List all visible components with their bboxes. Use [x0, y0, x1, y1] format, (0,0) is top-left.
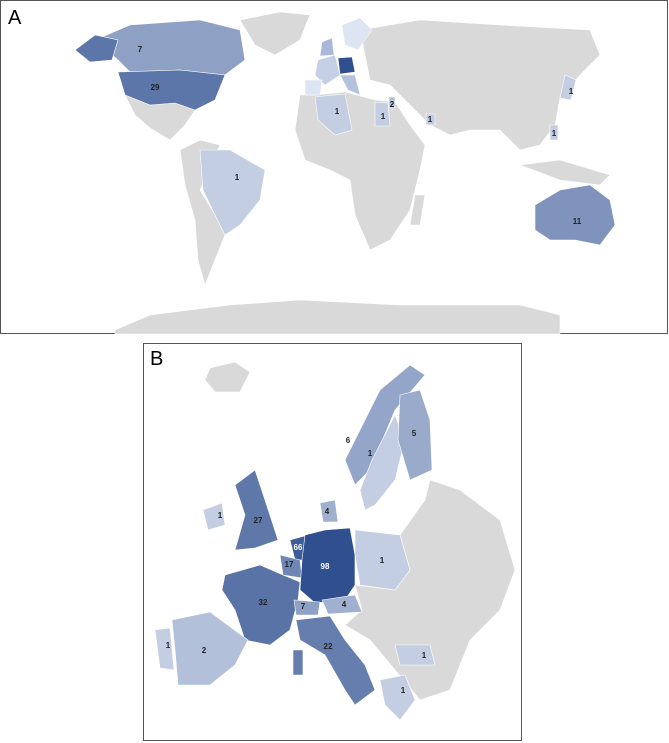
germany-shape	[337, 56, 356, 75]
region-value: 1	[235, 173, 240, 182]
scandinavia-shape	[341, 17, 373, 51]
region	[374, 101, 391, 127]
region-value: 1	[166, 641, 171, 650]
region	[154, 627, 175, 671]
region	[94, 19, 246, 76]
region-value: 98	[321, 562, 330, 571]
region-value: 17	[285, 560, 294, 569]
madagascar	[409, 194, 426, 226]
panel-label: B	[150, 348, 163, 370]
europe-landmass	[204, 361, 516, 701]
region-value: 4	[325, 507, 330, 516]
south-america	[179, 139, 226, 286]
region-value: 1	[428, 115, 433, 124]
france-shape	[314, 54, 341, 86]
world-landmass	[114, 11, 611, 335]
europe-overview	[304, 17, 373, 96]
region-value: 32	[259, 598, 268, 607]
region	[321, 594, 363, 615]
region	[299, 527, 356, 604]
region-value: 4	[342, 600, 347, 609]
region	[292, 649, 304, 676]
region	[74, 34, 119, 63]
antarctica	[114, 299, 561, 335]
region-value: 1	[335, 107, 340, 116]
region-value: 2	[390, 100, 395, 109]
region-value: 7	[138, 45, 143, 54]
region	[202, 502, 226, 531]
region	[397, 389, 433, 481]
iberia-shape	[304, 79, 323, 96]
eurasia	[359, 19, 601, 151]
uk-shape	[319, 37, 335, 57]
region-value: 1	[380, 556, 385, 565]
region-value: 1	[368, 449, 373, 458]
region-value: 1	[552, 129, 557, 138]
region	[314, 93, 353, 136]
italy-shape	[339, 74, 361, 96]
panel-label: A	[8, 7, 22, 29]
region	[295, 615, 376, 706]
region-value: 22	[324, 642, 333, 651]
region	[379, 674, 416, 721]
region	[171, 611, 249, 686]
region	[199, 149, 266, 236]
region-value: 1	[381, 112, 386, 121]
region	[293, 599, 321, 616]
region	[354, 529, 411, 591]
region	[117, 69, 226, 111]
region-value: 11	[573, 217, 582, 226]
africa	[294, 91, 426, 251]
greenland	[239, 11, 311, 56]
region-value: 66	[294, 543, 303, 552]
region-value: 29	[151, 83, 160, 92]
region-value: 1	[569, 87, 574, 96]
region	[549, 124, 559, 141]
region-value: 2	[202, 646, 207, 655]
region	[221, 564, 301, 646]
region	[394, 644, 436, 666]
region	[425, 113, 436, 126]
region-value: 6	[346, 436, 351, 445]
iceland	[204, 361, 251, 393]
indonesia	[519, 159, 611, 186]
region	[319, 499, 339, 523]
region	[359, 414, 406, 511]
region-value: 5	[412, 429, 417, 438]
region	[534, 184, 616, 246]
region-value: 7	[301, 602, 306, 611]
region	[559, 74, 577, 101]
region	[388, 96, 396, 109]
region-value: 27	[254, 516, 263, 525]
region-value: 1	[218, 511, 223, 520]
region-value: 1	[422, 651, 427, 660]
region	[234, 469, 279, 551]
region-value: 1	[401, 686, 406, 695]
